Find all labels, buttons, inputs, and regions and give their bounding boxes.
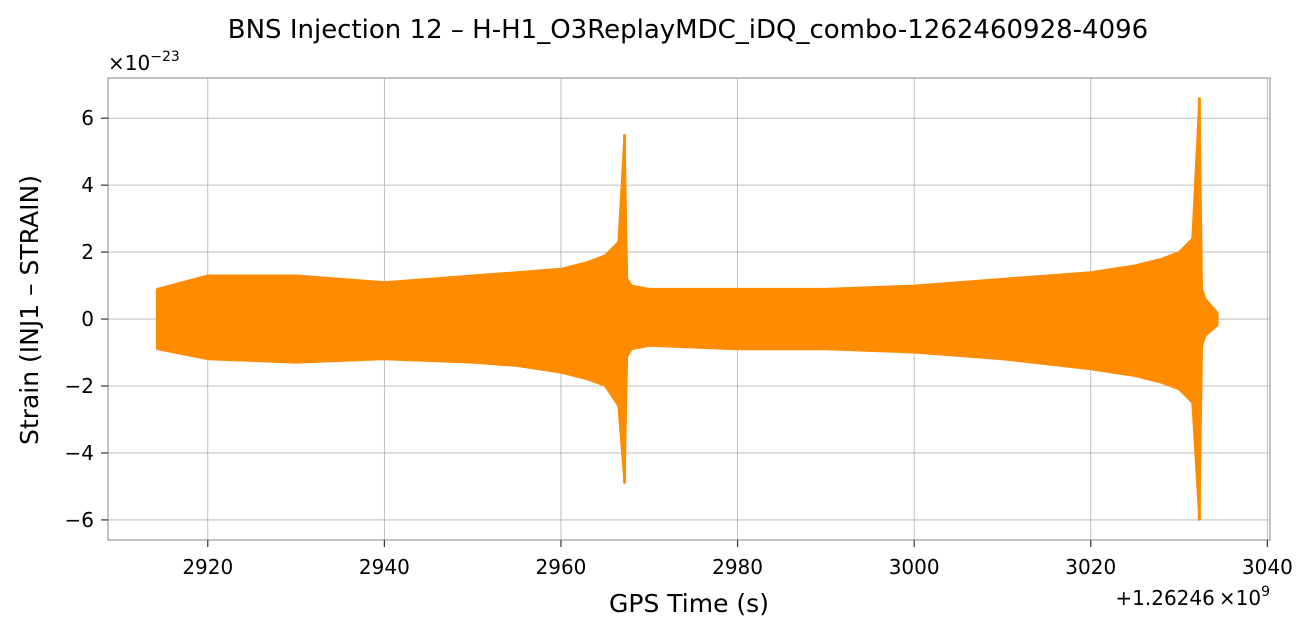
x-offset-exponent: 9 (1261, 584, 1270, 600)
plot-frame (107, 77, 1271, 541)
y-tick-label: −4 (65, 441, 94, 465)
x-offset-label: +1.26246 ×109 (1115, 584, 1270, 610)
y-tick-label: 0 (81, 307, 94, 331)
y-tick-label: −2 (65, 374, 94, 398)
series-0 (155, 97, 1219, 521)
y-tick-label: 4 (81, 173, 94, 197)
y-tick-label: 6 (81, 106, 94, 130)
x-tick-label: 2940 (359, 555, 410, 579)
x-tick-label: 2980 (712, 555, 763, 579)
chart-title: BNS Injection 12 – H-H1_O3ReplayMDC_iDQ_… (228, 15, 1148, 45)
y-tick-label: −6 (65, 508, 94, 532)
y-scale-exponent: −23 (150, 49, 180, 65)
y-axis-label: Strain (INJ1 – STRAIN) (15, 175, 44, 445)
x-axis-label: GPS Time (s) (609, 589, 769, 618)
x-offset-mult: ×10 (1219, 586, 1261, 610)
x-offset-prefix: +1.26246 (1115, 586, 1214, 610)
x-tick-label: 2920 (182, 555, 233, 579)
x-tick-label: 2960 (536, 555, 587, 579)
x-tick-label: 3040 (1242, 555, 1293, 579)
y-scale-prefix: ×10 (108, 51, 150, 75)
x-tick-label: 3000 (889, 555, 940, 579)
y-axis-ticks: −6 −4 −2 0 2 4 6 (65, 106, 108, 532)
data-series (155, 97, 1219, 521)
x-tick-label: 3020 (1065, 555, 1116, 579)
y-tick-label: 2 (81, 240, 94, 264)
x-axis-ticks: 2920 2940 2960 2980 3000 3020 3040 (182, 540, 1293, 579)
y-scale-label: ×10−23 (108, 49, 180, 75)
